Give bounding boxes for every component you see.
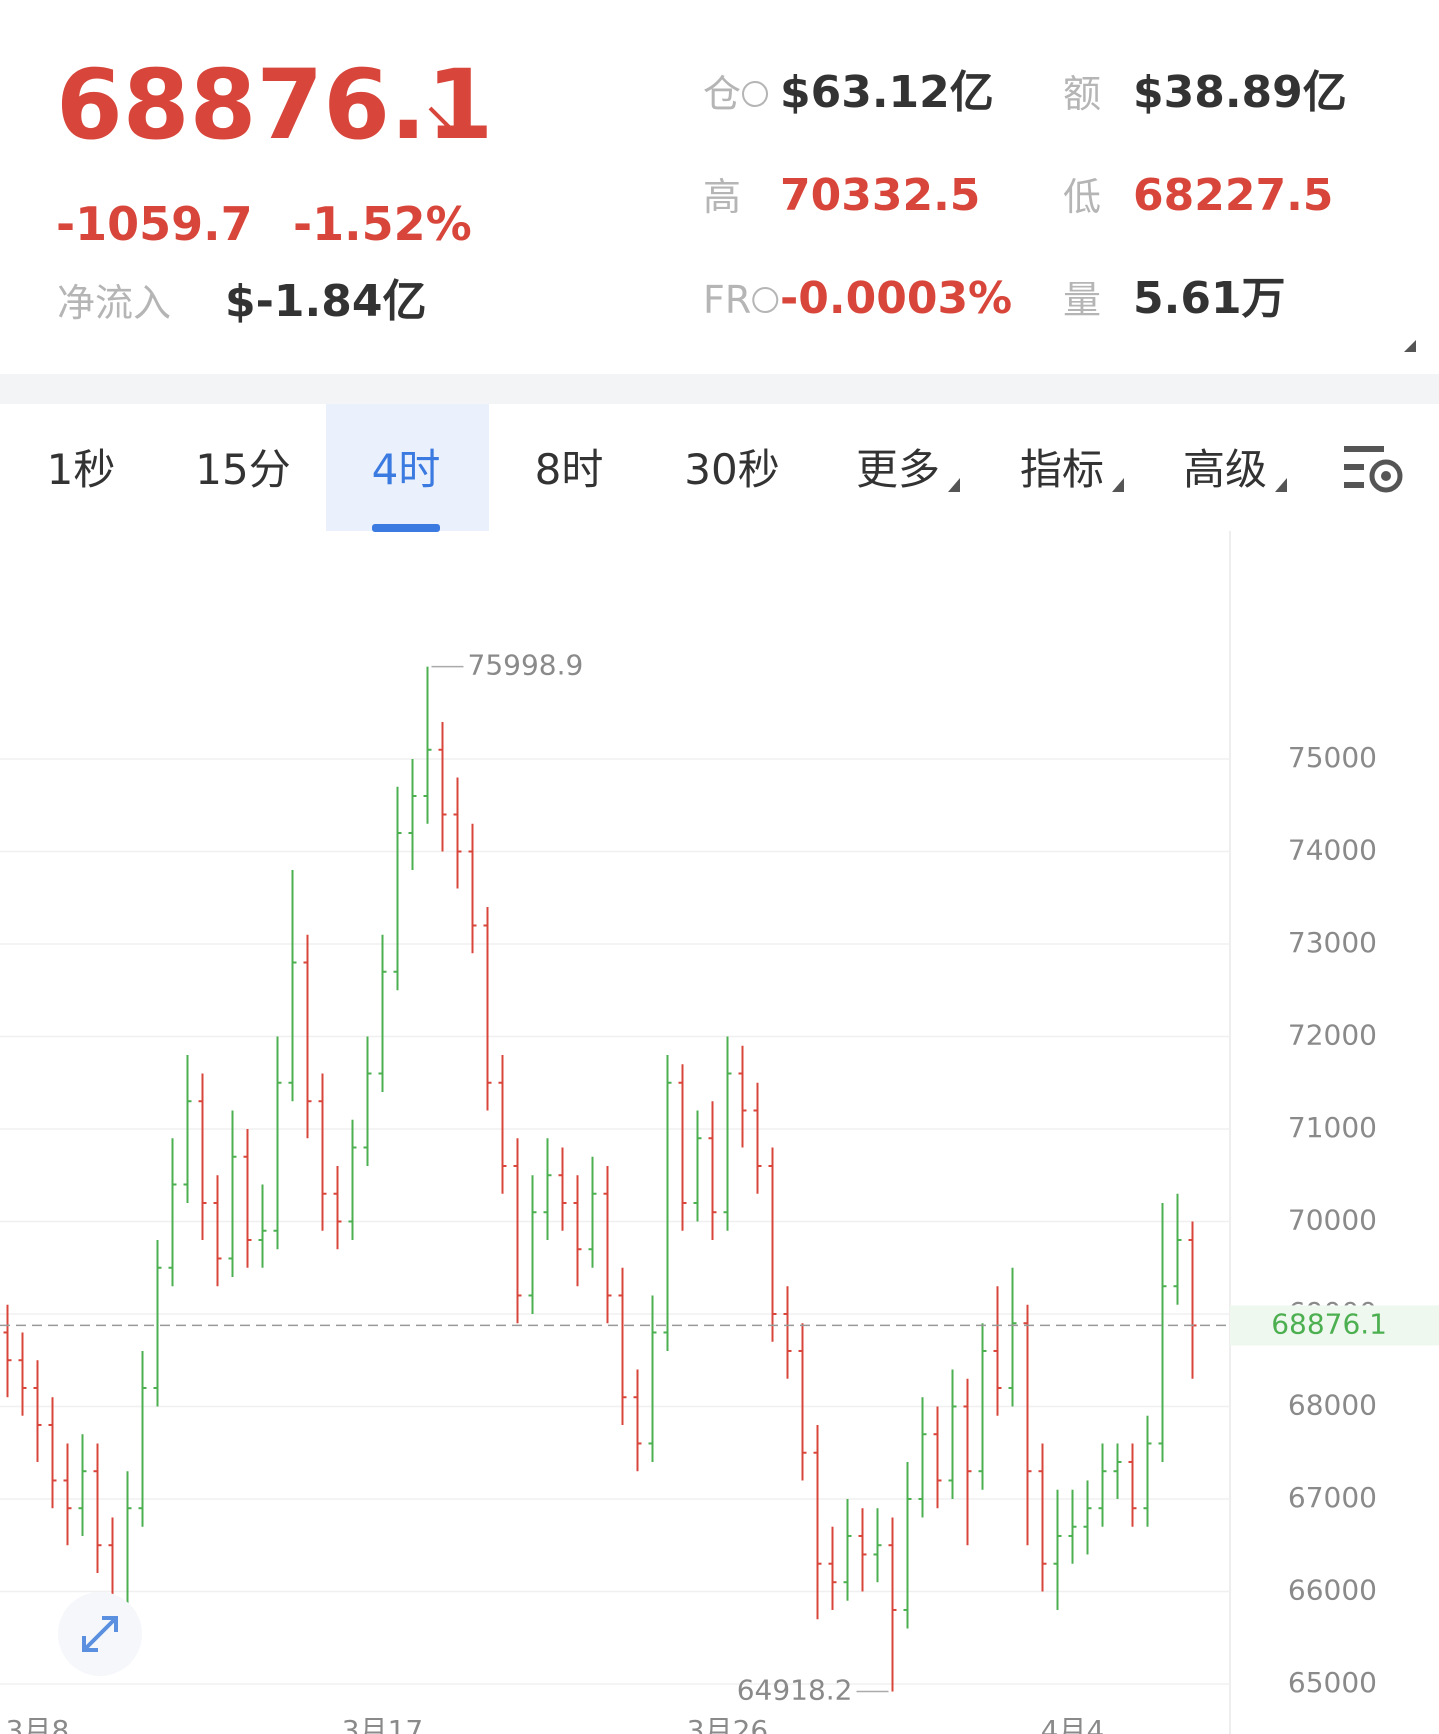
y-tick-label: 70000 xyxy=(1288,1203,1377,1236)
y-tick-label: 67000 xyxy=(1288,1481,1377,1514)
stat-value: -0.0003% xyxy=(780,273,1012,324)
stat-value: 68227.5 xyxy=(1133,170,1333,221)
tab[interactable]: 15分 xyxy=(195,445,290,494)
last-price-box xyxy=(1230,1305,1439,1346)
dropdown-caret xyxy=(1275,478,1288,492)
active-tab-bg xyxy=(326,404,489,531)
netflow-label: 净流入 xyxy=(57,281,171,325)
x-tick-label: 3月26 xyxy=(687,1714,768,1734)
y-tick-label: 65000 xyxy=(1288,1666,1377,1699)
fullscreen-button[interactable] xyxy=(58,1592,142,1676)
max-label: 75998.9 xyxy=(468,649,584,682)
stat-label: FR xyxy=(703,278,751,322)
stat-value: $63.12亿 xyxy=(780,67,994,118)
y-tick-label: 73000 xyxy=(1288,926,1377,959)
down-arrow xyxy=(428,106,458,136)
tab[interactable]: 8时 xyxy=(535,445,604,494)
last-price-label: 68876.1 xyxy=(1271,1307,1387,1340)
stat-label: 高 xyxy=(703,175,741,219)
help-icon xyxy=(742,81,769,107)
settings-icon[interactable] xyxy=(1344,446,1403,493)
x-tick-label: 4月4 xyxy=(1041,1714,1105,1734)
stat-value: 70332.5 xyxy=(780,170,980,221)
netflow-value: $-1.84亿 xyxy=(225,276,426,327)
divider-band xyxy=(0,374,1439,404)
stat-label: 额 xyxy=(1063,72,1101,116)
dropdown-caret xyxy=(1112,478,1125,492)
y-tick-label: 68000 xyxy=(1288,1388,1377,1421)
help-icon xyxy=(752,287,779,313)
dropdown-caret xyxy=(948,478,961,492)
stat-label: 仓 xyxy=(703,72,741,116)
change: -1059.7 xyxy=(56,197,253,251)
chart: 6500066000670006800069000700007100072000… xyxy=(0,531,1439,1734)
y-tick-label: 74000 xyxy=(1288,833,1377,866)
active-tab-indicator xyxy=(372,524,440,532)
last-price: 68876.1 xyxy=(56,49,493,161)
min-label: 64918.2 xyxy=(737,1674,853,1707)
tab[interactable]: 30秒 xyxy=(684,445,779,494)
x-tick-label: 3月8 xyxy=(6,1714,70,1734)
expand-corner xyxy=(1404,340,1416,352)
tab[interactable]: 高级 xyxy=(1183,445,1267,494)
tab-bar: 1秒 15分 4时 8时 30秒 更多 指标 高级 xyxy=(47,404,1288,532)
x-tick-label: 3月17 xyxy=(342,1714,423,1734)
tab[interactable]: 4时 xyxy=(372,445,441,494)
tab[interactable]: 指标 xyxy=(1020,445,1104,494)
change-pct: -1.52% xyxy=(293,197,472,251)
y-tick-label: 75000 xyxy=(1288,741,1377,774)
tab[interactable]: 1秒 xyxy=(47,445,116,494)
y-tick-label: 71000 xyxy=(1288,1111,1377,1144)
stat-label: 量 xyxy=(1063,278,1101,322)
stat-value: 5.61万 xyxy=(1133,273,1286,324)
stat-label: 低 xyxy=(1063,175,1101,219)
stat-value: $38.89亿 xyxy=(1133,67,1347,118)
y-tick-label: 66000 xyxy=(1288,1573,1377,1606)
y-tick-label: 72000 xyxy=(1288,1018,1377,1051)
tab[interactable]: 更多 xyxy=(856,445,940,494)
